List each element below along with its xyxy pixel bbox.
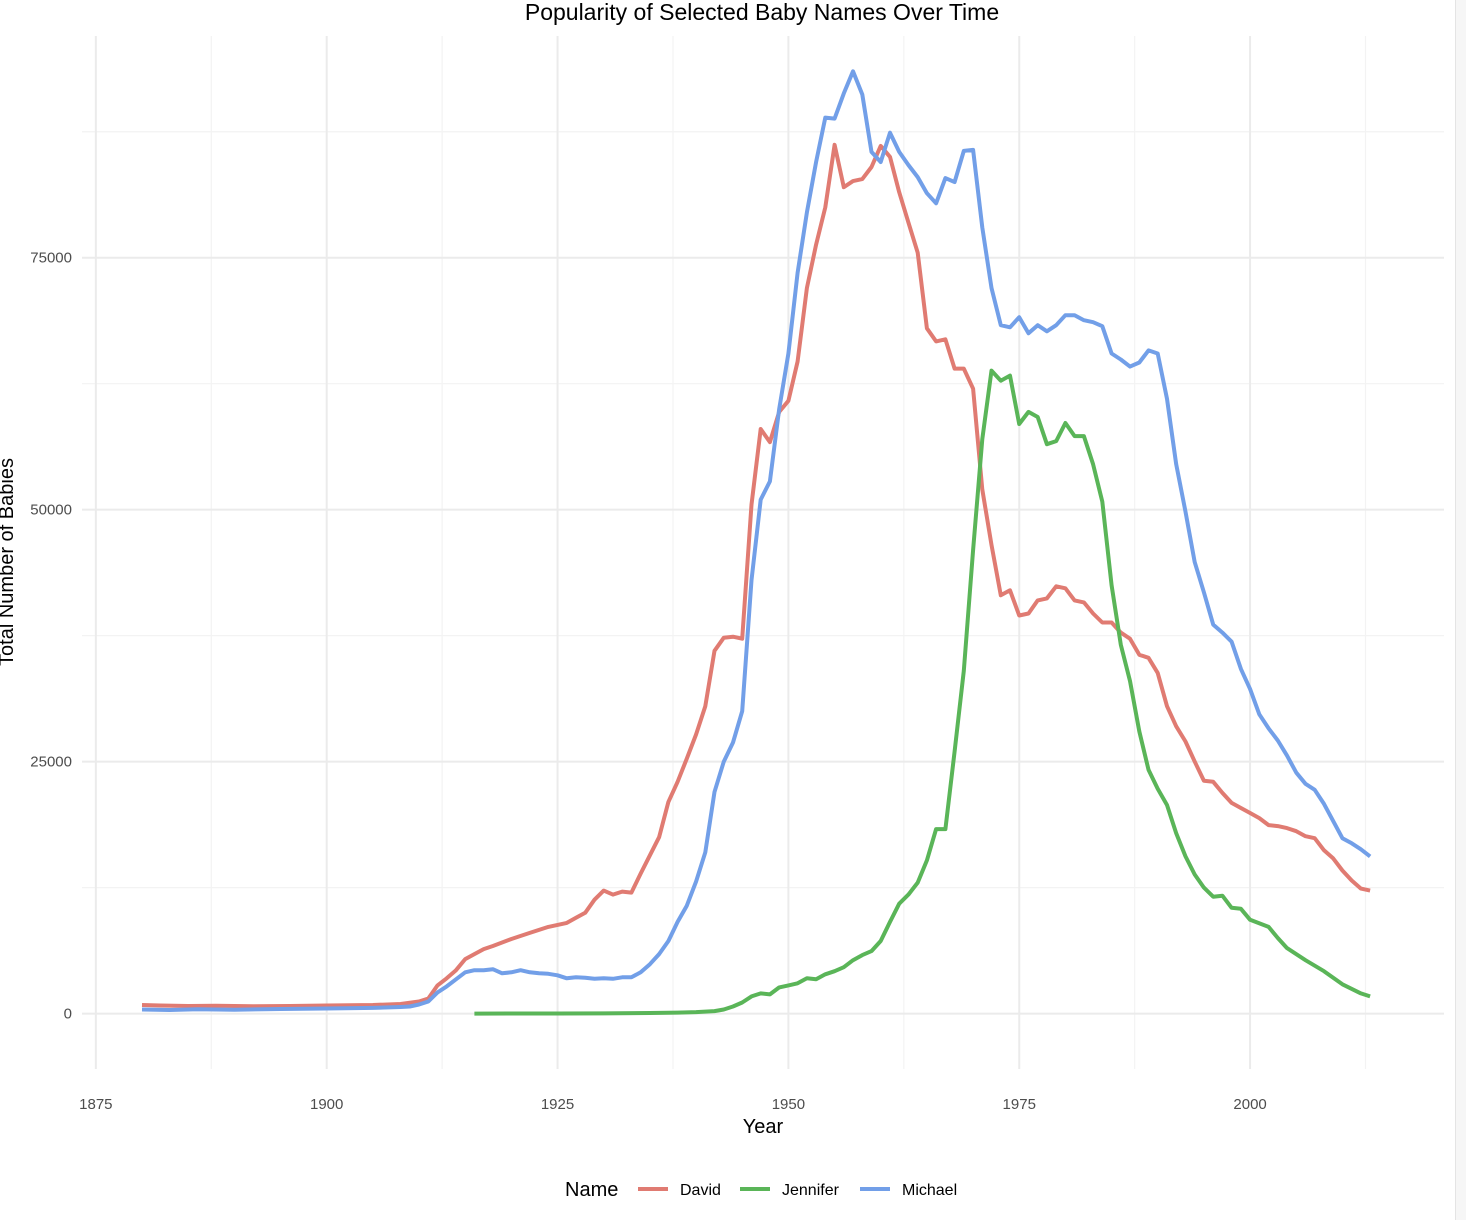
x-axis-label: Year xyxy=(743,1116,784,1138)
y-tick-label: 25000 xyxy=(30,754,72,771)
legend-label-michael: Michael xyxy=(902,1182,957,1199)
minor-gridlines xyxy=(82,36,1444,1069)
y-axis-label: Total Number of Babies xyxy=(0,458,18,666)
series-line-jennifer xyxy=(474,368,1371,1016)
series-line-david xyxy=(141,142,1371,1009)
x-tick-label: 2000 xyxy=(1233,1096,1266,1113)
y-tick-label: 0 xyxy=(64,1006,72,1023)
x-tick-label: 1925 xyxy=(541,1096,574,1113)
x-axis-tick-labels: 1875 1900 1925 1950 1975 2000 xyxy=(79,1096,1267,1113)
x-tick-label: 1900 xyxy=(310,1096,343,1113)
x-tick-label: 1875 xyxy=(79,1096,112,1113)
x-tick-label: 1950 xyxy=(772,1096,805,1113)
y-tick-label: 50000 xyxy=(30,502,72,519)
legend-label-jennifer: Jennifer xyxy=(782,1182,840,1199)
legend: Name David Jennifer Michael xyxy=(565,1179,957,1201)
series-line-michael xyxy=(141,69,1372,1012)
legend-label-david: David xyxy=(680,1182,721,1199)
series-lines xyxy=(141,69,1372,1016)
y-axis-tick-labels: 0 25000 50000 75000 xyxy=(30,250,72,1023)
y-tick-label: 75000 xyxy=(30,250,72,267)
major-gridlines xyxy=(82,36,1444,1069)
x-tick-label: 1975 xyxy=(1003,1096,1036,1113)
vertical-scrollbar[interactable] xyxy=(1455,0,1466,1220)
chart-title: Popularity of Selected Baby Names Over T… xyxy=(525,0,999,25)
legend-title: Name xyxy=(565,1179,618,1201)
